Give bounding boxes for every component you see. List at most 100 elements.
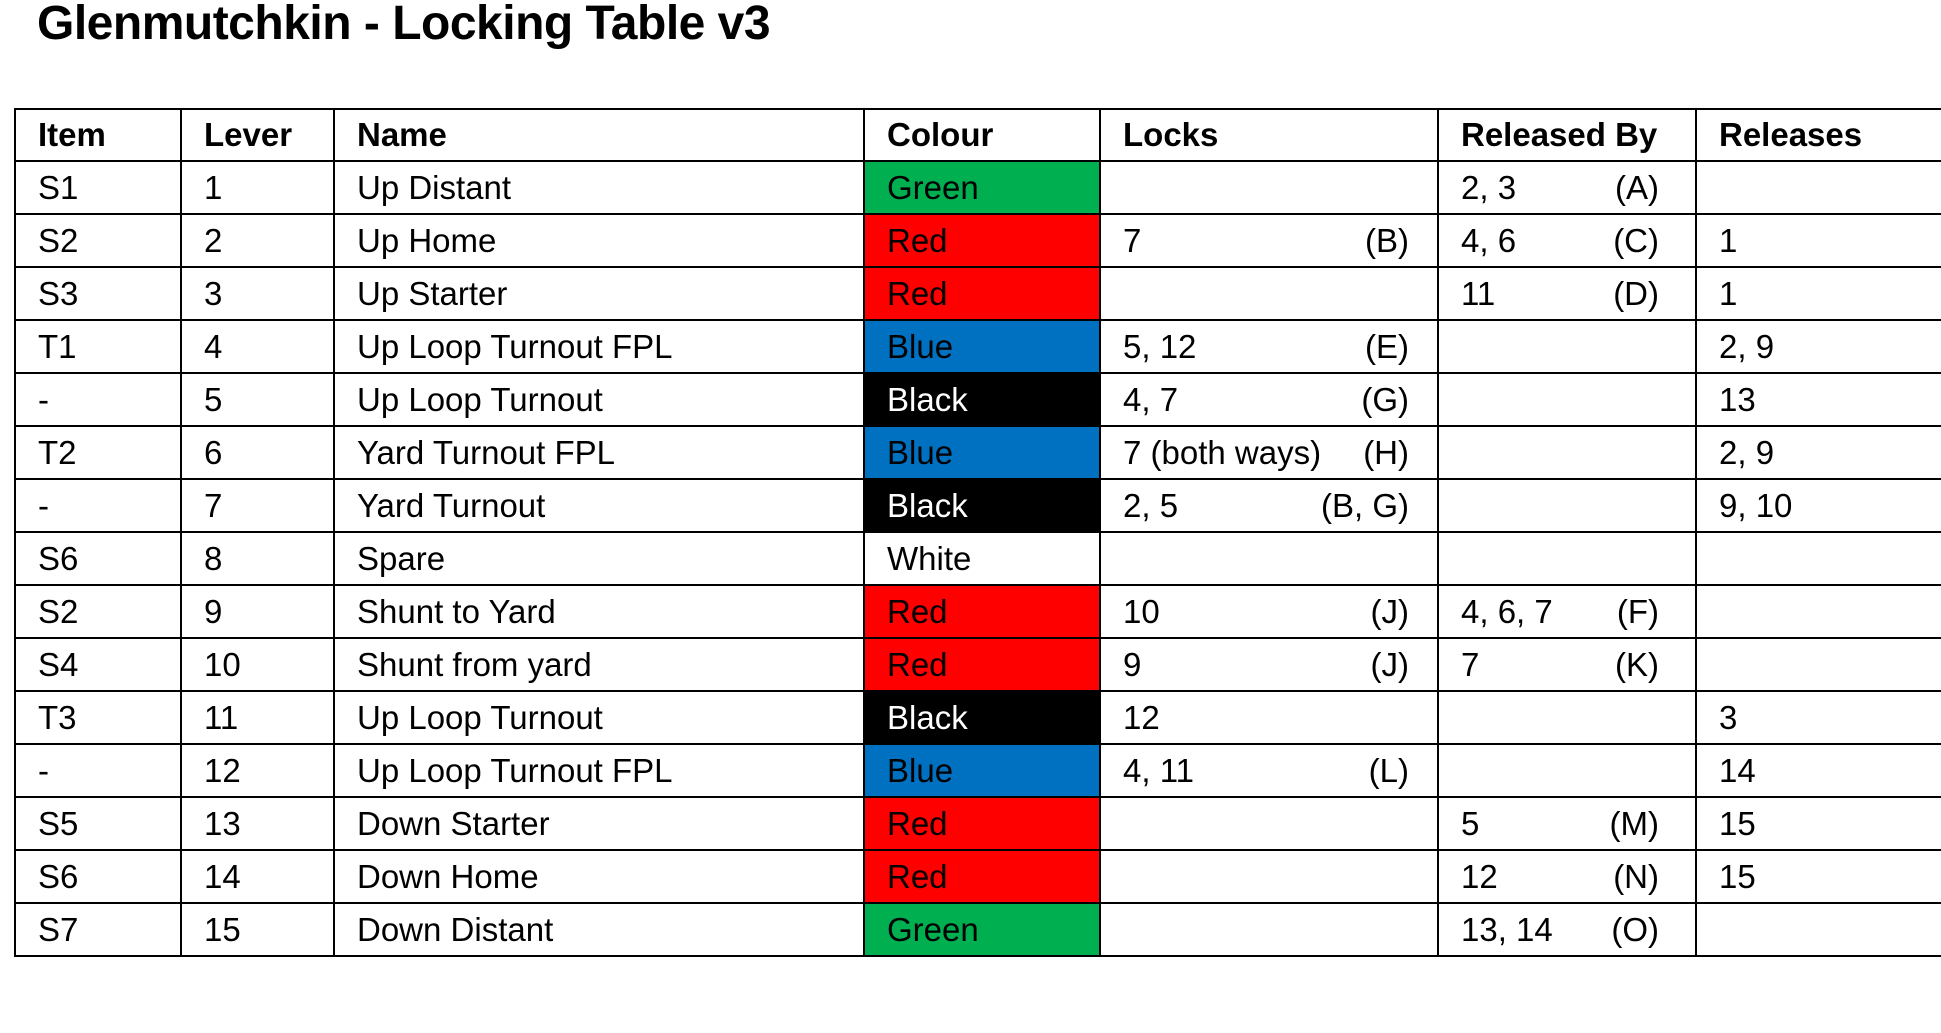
colour-cell: Green	[863, 902, 1101, 957]
released-by-cell: 2, 3 (A)	[1437, 160, 1697, 215]
colour-cell: Blue	[863, 743, 1101, 798]
locks-cell: 5, 12 (E)	[1099, 319, 1439, 374]
released-by-code: (F)	[1616, 592, 1659, 630]
item-cell: S3	[14, 266, 182, 321]
item-cell: S7	[14, 902, 182, 957]
table-row: T3 11 Up Loop Turnout Black 12 3	[14, 690, 1941, 745]
locks-value: 7 (both ways)	[1123, 433, 1322, 471]
colour-cell: Green	[863, 160, 1101, 215]
colour-cell: Black	[863, 478, 1101, 533]
table-row: S4 10 Shunt from yard Red 9 (J) 7 (K)	[14, 637, 1941, 692]
name-cell: Yard Turnout FPL	[333, 425, 865, 480]
table-row: S2 2 Up Home Red 7 (B) 4, 6 (C) 1	[14, 213, 1941, 268]
released-by-value: 4, 6, 7	[1461, 592, 1553, 630]
locks-value: 9	[1123, 645, 1142, 683]
locks-cell	[1099, 902, 1439, 957]
released-by-code: (A)	[1615, 168, 1659, 206]
locking-table: Item Lever Name Colour Locks Released By…	[14, 108, 1941, 957]
lever-cell: 13	[180, 796, 335, 851]
releases-cell: 13	[1695, 372, 1941, 427]
locks-value: 5, 12	[1123, 327, 1197, 365]
released-by-cell	[1437, 478, 1697, 533]
item-cell: -	[14, 478, 182, 533]
releases-cell	[1695, 584, 1941, 639]
lever-cell: 3	[180, 266, 335, 321]
locks-cell	[1099, 849, 1439, 904]
name-cell: Up Loop Turnout FPL	[333, 319, 865, 374]
released-by-code: (N)	[1613, 857, 1659, 895]
locks-code: (E)	[1365, 327, 1409, 365]
item-cell: -	[14, 743, 182, 798]
lever-cell: 10	[180, 637, 335, 692]
name-cell: Up Loop Turnout	[333, 690, 865, 745]
colour-cell: Red	[863, 637, 1101, 692]
table-row: T2 6 Yard Turnout FPL Blue 7 (both ways) (H) 2…	[14, 425, 1941, 480]
header-released-by: Released By	[1437, 108, 1697, 162]
releases-cell: 2, 9	[1695, 425, 1941, 480]
released-by-code: (O)	[1611, 910, 1659, 948]
releases-cell: 1	[1695, 266, 1941, 321]
locks-cell	[1099, 531, 1439, 586]
name-cell: Up Distant	[333, 160, 865, 215]
released-by-cell: 13, 14 (O)	[1437, 902, 1697, 957]
colour-cell: White	[863, 531, 1101, 586]
table-row: S6 8 Spare White	[14, 531, 1941, 586]
item-cell: S2	[14, 584, 182, 639]
table-row: -7 Yard Turnout Black 2, 5 (B, G) 9, 10	[14, 478, 1941, 533]
released-by-value: 4, 6	[1461, 221, 1517, 259]
locks-value: 2, 5	[1123, 486, 1179, 524]
lever-cell: 12	[180, 743, 335, 798]
name-cell: Down Distant	[333, 902, 865, 957]
locks-value: 12	[1123, 698, 1160, 736]
releases-cell: 2, 9	[1695, 319, 1941, 374]
name-cell: Shunt to Yard	[333, 584, 865, 639]
table-row: -5 Up Loop Turnout Black 4, 7 (G) 13	[14, 372, 1941, 427]
header-lever: Lever	[180, 108, 335, 162]
colour-cell: Blue	[863, 425, 1101, 480]
releases-cell: 14	[1695, 743, 1941, 798]
locks-cell: 7 (both ways) (H)	[1099, 425, 1439, 480]
item-cell: S2	[14, 213, 182, 268]
locks-value: 10	[1123, 592, 1160, 630]
released-by-cell	[1437, 372, 1697, 427]
released-by-cell: 11 (D)	[1437, 266, 1697, 321]
released-by-value: 5	[1461, 804, 1480, 842]
table-row: S5 13 Down Starter Red 5 (M) 15	[14, 796, 1941, 851]
locks-cell: 10 (J)	[1099, 584, 1439, 639]
releases-cell: 15	[1695, 796, 1941, 851]
locks-code: (J)	[1370, 592, 1409, 630]
colour-cell: Red	[863, 213, 1101, 268]
released-by-cell: 5 (M)	[1437, 796, 1697, 851]
locks-cell: 12	[1099, 690, 1439, 745]
header-releases: Releases	[1695, 108, 1941, 162]
lever-cell: 5	[180, 372, 335, 427]
released-by-value: 2, 3	[1461, 168, 1517, 206]
lever-cell: 7	[180, 478, 335, 533]
released-by-value: 11	[1461, 274, 1496, 312]
locks-value: 4, 11	[1123, 751, 1194, 789]
released-by-code: (C)	[1613, 221, 1659, 259]
locks-cell	[1099, 266, 1439, 321]
name-cell: Up Loop Turnout	[333, 372, 865, 427]
colour-cell: Black	[863, 690, 1101, 745]
locks-code: (H)	[1363, 433, 1409, 471]
table-row: -12 Up Loop Turnout FPL Blue 4, 11 (L) 14	[14, 743, 1941, 798]
releases-cell	[1695, 637, 1941, 692]
name-cell: Up Loop Turnout FPL	[333, 743, 865, 798]
colour-cell: Red	[863, 849, 1101, 904]
locks-value: 7	[1123, 221, 1142, 259]
released-by-cell	[1437, 743, 1697, 798]
item-cell: S4	[14, 637, 182, 692]
releases-cell	[1695, 531, 1941, 586]
header-name: Name	[333, 108, 865, 162]
page-title: Glenmutchkin - Locking Table v3	[37, 0, 771, 50]
released-by-cell: 12 (N)	[1437, 849, 1697, 904]
released-by-code: (M)	[1609, 804, 1659, 842]
locks-cell: 7 (B)	[1099, 213, 1439, 268]
item-cell: S1	[14, 160, 182, 215]
released-by-code: (D)	[1613, 274, 1659, 312]
item-cell: T1	[14, 319, 182, 374]
name-cell: Shunt from yard	[333, 637, 865, 692]
table-row: S3 3 Up Starter Red 11 (D) 1	[14, 266, 1941, 321]
released-by-cell	[1437, 531, 1697, 586]
